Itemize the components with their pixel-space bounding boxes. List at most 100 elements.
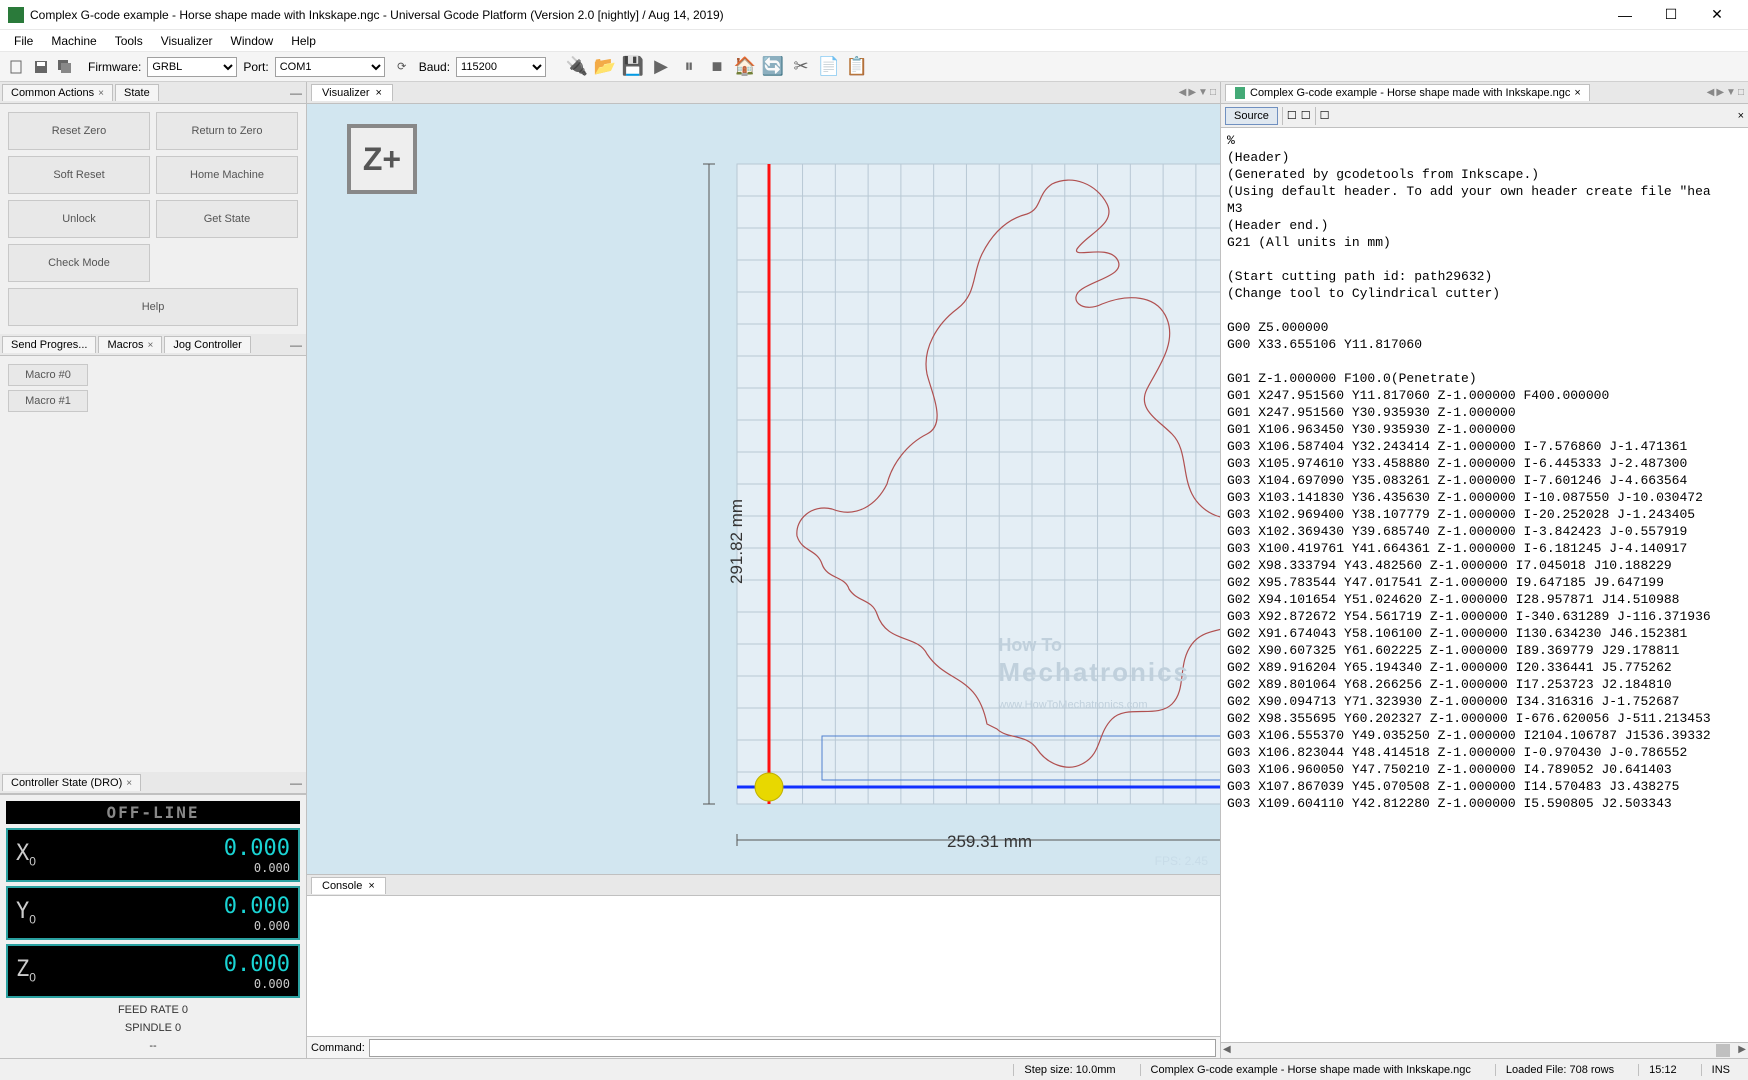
menu-file[interactable]: File	[6, 32, 41, 50]
tab-gcode-file[interactable]: Complex G-code example - Horse shape mad…	[1225, 84, 1590, 101]
menu-window[interactable]: Window	[223, 32, 282, 50]
command-label: Command:	[311, 1042, 365, 1054]
file-icon	[1234, 87, 1246, 99]
port-label: Port:	[243, 60, 268, 74]
home-icon[interactable]: 🏠	[732, 54, 758, 80]
new-icon[interactable]	[6, 56, 28, 78]
firmware-label: Firmware:	[88, 60, 141, 74]
close-icon[interactable]: ×	[148, 340, 154, 351]
command-row: Command:	[307, 1036, 1220, 1058]
get-state-button[interactable]: Get State	[156, 200, 298, 238]
status-file: Complex G-code example - Horse shape mad…	[1140, 1064, 1481, 1076]
help-button[interactable]: Help	[8, 288, 298, 326]
window-title: Complex G-code example - Horse shape mad…	[30, 8, 1602, 22]
visualizer-canvas[interactable]: Z+ 291.82 mm 259.31 mm 6 mm How To Mecha…	[307, 104, 1220, 874]
tab-dro[interactable]: Controller State (DRO)×	[2, 774, 141, 791]
editor-tabs: Complex G-code example - Horse shape mad…	[1221, 82, 1748, 104]
unlock-button[interactable]: Unlock	[8, 200, 150, 238]
console-body	[307, 896, 1220, 1036]
tab-jog[interactable]: Jog Controller	[164, 336, 250, 353]
app-icon	[8, 7, 24, 23]
common-actions: Reset Zero Return to Zero Soft Reset Hom…	[0, 104, 306, 334]
max-tab-icon[interactable]: □	[1210, 87, 1216, 98]
menu-tools[interactable]: Tools	[107, 32, 151, 50]
right-panel: Complex G-code example - Horse shape mad…	[1220, 82, 1748, 1058]
tab-macros[interactable]: Macros×	[98, 336, 162, 353]
reload-icon[interactable]: 🔄	[760, 54, 786, 80]
actions-tabs: Common Actions× State —	[0, 82, 306, 104]
reset-zero-button[interactable]: Reset Zero	[8, 112, 150, 150]
subtab-icon-1[interactable]: ☐	[1287, 109, 1297, 122]
baud-select[interactable]: 115200	[456, 57, 546, 77]
minimize-panel-icon[interactable]: —	[290, 338, 302, 352]
maximize-button[interactable]: ☐	[1648, 0, 1694, 30]
check-mode-button[interactable]: Check Mode	[8, 244, 150, 282]
close-icon[interactable]: ×	[376, 87, 382, 99]
z-plus-button[interactable]: Z+	[347, 124, 417, 194]
stop-icon[interactable]: ■	[704, 54, 730, 80]
menu-help[interactable]: Help	[283, 32, 324, 50]
home-machine-button[interactable]: Home Machine	[156, 156, 298, 194]
dropdown-tab-icon[interactable]: ▼	[1198, 87, 1208, 98]
dro-tabs: Controller State (DRO)× —	[0, 772, 306, 794]
tab-console[interactable]: Console×	[311, 877, 386, 894]
height-label: 291.82 mm	[727, 499, 747, 584]
close-icon[interactable]: ×	[1574, 87, 1580, 99]
h-scrollbar[interactable]: ◀ ▶	[1221, 1042, 1748, 1058]
dro-axis-x: X0 0.0000.000	[6, 828, 300, 882]
firmware-select[interactable]: GRBL	[147, 57, 237, 77]
soft-reset-button[interactable]: Soft Reset	[8, 156, 150, 194]
close-icon[interactable]: ×	[126, 778, 132, 789]
save-icon[interactable]	[30, 56, 52, 78]
macros-body: Macro #0 Macro #1	[0, 356, 306, 772]
subtab-icon-3[interactable]: ☐	[1320, 109, 1330, 122]
subtab-icon-2[interactable]: ☐	[1301, 109, 1311, 122]
tab-source[interactable]: Source	[1225, 107, 1278, 125]
macro-0-button[interactable]: Macro #0	[8, 364, 88, 386]
width-label: 259.31 mm	[947, 832, 1032, 852]
statusbar: Step size: 10.0mm Complex G-code example…	[0, 1058, 1748, 1080]
tab-send-progress[interactable]: Send Progres...	[2, 336, 96, 353]
console-tabs: Console×	[307, 874, 1220, 896]
copy-icon[interactable]: 📄	[816, 54, 842, 80]
return-to-zero-button[interactable]: Return to Zero	[156, 112, 298, 150]
tab-common-actions[interactable]: Common Actions×	[2, 84, 113, 101]
close-icon[interactable]: ×	[98, 88, 104, 99]
close-button[interactable]: ✕	[1694, 0, 1740, 30]
play-icon[interactable]: ▶	[648, 54, 674, 80]
status-step: Step size: 10.0mm	[1013, 1064, 1125, 1076]
status-time: 15:12	[1638, 1064, 1687, 1076]
titlebar: Complex G-code example - Horse shape mad…	[0, 0, 1748, 30]
paste-icon[interactable]: 📋	[844, 54, 870, 80]
save-gcode-icon[interactable]: 💾	[620, 54, 646, 80]
dro-panel: OFF-LINE X0 0.0000.000Y0 0.0000.000Z0 0.…	[0, 794, 306, 1058]
macro-1-button[interactable]: Macro #1	[8, 390, 88, 412]
dash: --	[6, 1040, 300, 1052]
watermark: How To Mechatronics www.HowToMechatronic…	[998, 631, 1190, 714]
open-icon[interactable]: 📂	[592, 54, 618, 80]
gcode-editor[interactable]: % (Header) (Generated by gcodetools from…	[1221, 128, 1748, 1042]
minimize-button[interactable]: —	[1602, 0, 1648, 30]
editor-subtabs: Source ☐ ☐ ☐ ×	[1221, 104, 1748, 128]
command-input[interactable]	[369, 1039, 1216, 1057]
minimize-panel-icon[interactable]: —	[290, 776, 302, 790]
prev-tab-icon[interactable]: ◀	[1179, 87, 1187, 98]
tab-visualizer[interactable]: Visualizer×	[311, 84, 393, 101]
refresh-port-icon[interactable]: ⟳	[391, 56, 413, 78]
save-all-icon[interactable]	[54, 56, 76, 78]
menubar: File Machine Tools Visualizer Window Hel…	[0, 30, 1748, 52]
menu-machine[interactable]: Machine	[43, 32, 104, 50]
pause-icon[interactable]: ⏸	[676, 54, 702, 80]
minimize-panel-icon[interactable]: —	[290, 86, 302, 100]
tab-state[interactable]: State	[115, 84, 159, 101]
feed-rate: FEED RATE 0	[6, 1004, 300, 1016]
subtab-close-icon[interactable]: ×	[1738, 110, 1744, 122]
connect-icon[interactable]: 🔌	[564, 54, 590, 80]
cut-icon[interactable]: ✂	[788, 54, 814, 80]
next-tab-icon[interactable]: ▶	[1188, 87, 1196, 98]
center-panel: Visualizer× ◀▶▼□ Z+ 291.82 mm 259.31 mm …	[307, 82, 1220, 1058]
dro-status: OFF-LINE	[6, 801, 300, 824]
port-select[interactable]: COM1	[275, 57, 385, 77]
close-icon[interactable]: ×	[368, 880, 374, 892]
menu-visualizer[interactable]: Visualizer	[153, 32, 221, 50]
